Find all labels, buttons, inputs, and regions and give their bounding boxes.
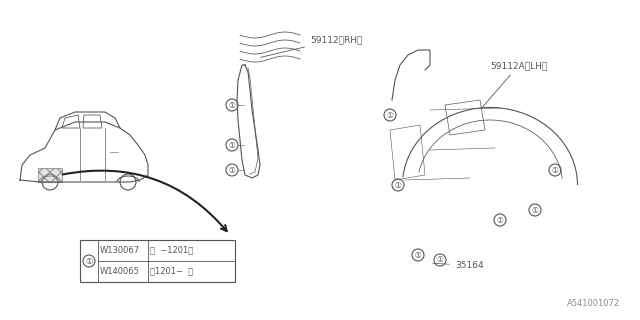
FancyBboxPatch shape (38, 168, 62, 182)
Text: ①: ① (395, 180, 401, 189)
Text: ①: ① (228, 165, 236, 174)
Text: 35164: 35164 (433, 261, 484, 270)
Text: ①: ① (387, 110, 394, 119)
Text: ①: ① (228, 140, 236, 149)
Text: ①: ① (85, 257, 93, 266)
Text: W140065: W140065 (100, 267, 140, 276)
Text: A541001072: A541001072 (567, 299, 620, 308)
Text: ①: ① (415, 251, 421, 260)
Text: 59112〈RH〉: 59112〈RH〉 (260, 35, 362, 57)
Text: ①: ① (532, 205, 538, 214)
Text: W130067: W130067 (100, 245, 140, 254)
Text: ①: ① (497, 215, 504, 225)
Text: ①: ① (552, 165, 559, 174)
Text: ①: ① (436, 255, 444, 265)
Text: （1201−  ）: （1201− ） (150, 267, 193, 276)
Text: 59112A〈LH〉: 59112A〈LH〉 (482, 61, 547, 108)
Text: ①: ① (228, 100, 236, 109)
Text: （  −1201）: （ −1201） (150, 245, 193, 254)
